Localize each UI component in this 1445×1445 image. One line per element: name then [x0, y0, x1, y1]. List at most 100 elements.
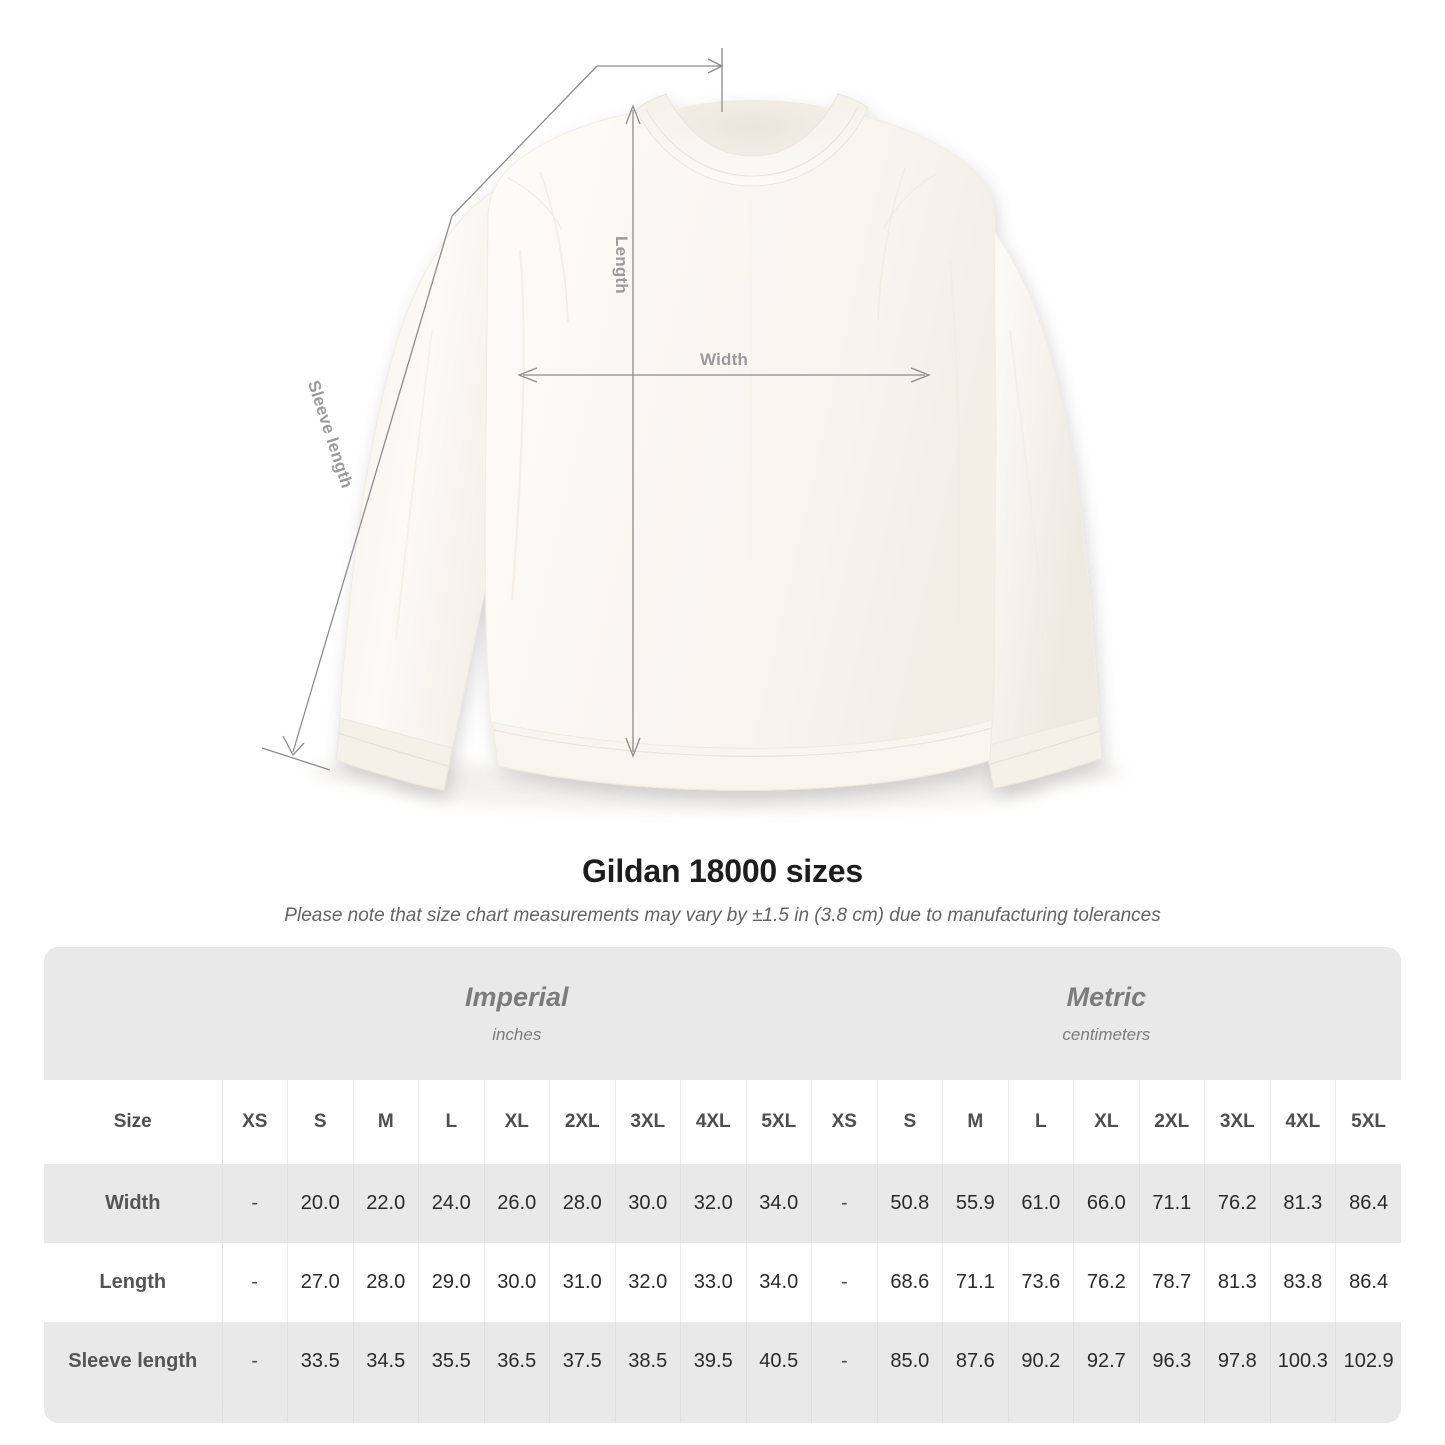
cell-width-metric-s: 50.8 [877, 1164, 944, 1243]
title-block: Gildan 18000 sizes Please note that size… [0, 840, 1445, 927]
bottom-strip-cell [1335, 1401, 1401, 1423]
size-header-imperial-xs: XS [222, 1080, 288, 1164]
cell-length-imperial-4xl: 33.0 [680, 1243, 747, 1322]
bottom-strip-cell [1008, 1401, 1075, 1423]
cell-sleeve-length-metric-4xl: 100.3 [1270, 1322, 1337, 1401]
size-header-imperial-s: S [287, 1080, 354, 1164]
size-header-metric-xl: XL [1073, 1080, 1140, 1164]
cell-width-metric-5xl: 86.4 [1335, 1164, 1401, 1243]
imperial-label: Imperial [465, 982, 569, 1013]
size-header-imperial-l: L [418, 1080, 485, 1164]
cell-sleeve-length-metric-xs: - [811, 1322, 878, 1401]
bottom-strip-cell [942, 1401, 1009, 1423]
size-header-imperial-4xl: 4XL [680, 1080, 747, 1164]
size-header-imperial-m: M [353, 1080, 419, 1164]
cell-length-metric-s: 68.6 [877, 1243, 944, 1322]
row-label-width: Width [44, 1164, 223, 1243]
cell-sleeve-length-imperial-5xl: 40.5 [746, 1322, 813, 1401]
cell-sleeve-length-metric-s: 85.0 [877, 1322, 944, 1401]
cell-width-imperial-xl: 26.0 [484, 1164, 550, 1243]
size-header-metric-m: M [942, 1080, 1009, 1164]
metric-unit: centimeters [1062, 1024, 1151, 1044]
size-header-metric-s: S [877, 1080, 944, 1164]
cell-length-imperial-5xl: 34.0 [746, 1243, 813, 1322]
size-chart-table: Imperial inches Metric centimeters Size X… [44, 947, 1401, 1423]
cell-length-imperial-xl: 30.0 [484, 1243, 550, 1322]
bottom-strip-cell [484, 1401, 550, 1423]
metric-label: Metric [1066, 982, 1147, 1013]
page-title: Gildan 18000 sizes [581, 853, 863, 889]
cell-width-imperial-5xl: 34.0 [746, 1164, 813, 1243]
cell-width-metric-m: 55.9 [942, 1164, 1009, 1243]
cell-width-imperial-2xl: 28.0 [549, 1164, 616, 1243]
product-diagram: Width Length Sleeve length [261, 48, 1125, 812]
size-chart-table-wrapper: Imperial inches Metric centimeters Size X… [44, 947, 1401, 1423]
size-header-imperial-5xl: 5XL [746, 1080, 813, 1164]
size-header-metric-2xl: 2XL [1139, 1080, 1206, 1164]
bottom-strip-cell [615, 1401, 681, 1423]
measurement-annotations [261, 48, 931, 771]
cell-length-imperial-l: 29.0 [418, 1243, 485, 1322]
cell-width-imperial-4xl: 32.0 [680, 1164, 747, 1243]
width-arrowhead-right [910, 367, 931, 383]
cell-width-metric-l: 61.0 [1008, 1164, 1075, 1243]
sweatshirt-body [484, 111, 997, 791]
cell-sleeve-length-metric-3xl: 97.8 [1204, 1322, 1271, 1401]
cell-length-imperial-s: 27.0 [287, 1243, 354, 1322]
cell-sleeve-length-metric-m: 87.6 [942, 1322, 1009, 1401]
bottom-strip-cell [811, 1401, 878, 1423]
row-label-length: Length [44, 1243, 223, 1322]
size-header-metric-3xl: 3XL [1204, 1080, 1271, 1164]
table-row: Sleeve length -33.5 34.5 35.5 36.5 37.5 38.5 39… [44, 1322, 1401, 1401]
cell-width-imperial-xs: - [222, 1164, 288, 1243]
cell-length-imperial-xs: - [222, 1243, 288, 1322]
cell-sleeve-length-imperial-s: 33.5 [287, 1322, 354, 1401]
cell-length-imperial-3xl: 32.0 [615, 1243, 681, 1322]
cell-sleeve-length-metric-2xl: 96.3 [1139, 1322, 1206, 1401]
cell-length-metric-4xl: 83.8 [1270, 1243, 1337, 1322]
cell-length-imperial-m: 28.0 [353, 1243, 419, 1322]
banner-spacer [44, 947, 222, 1080]
cell-width-metric-3xl: 76.2 [1204, 1164, 1271, 1243]
size-header-metric-xs: XS [811, 1080, 878, 1164]
cell-width-metric-xl: 66.0 [1073, 1164, 1140, 1243]
cell-length-metric-xl: 76.2 [1073, 1243, 1140, 1322]
bottom-strip-cell [221, 1401, 288, 1423]
bottom-strip-cell [1204, 1401, 1271, 1423]
size-header-metric-l: L [1008, 1080, 1075, 1164]
length-dimension-label: Length [612, 236, 631, 294]
bottom-strip-cell [680, 1401, 747, 1423]
unit-system-banner-row: Imperial inches Metric centimeters [44, 947, 1401, 1080]
cell-width-imperial-s: 20.0 [287, 1164, 354, 1243]
cell-sleeve-length-imperial-l: 35.5 [418, 1322, 485, 1401]
bottom-strip-cell [877, 1401, 944, 1423]
cell-sleeve-length-imperial-xl: 36.5 [484, 1322, 550, 1401]
cell-width-imperial-3xl: 30.0 [615, 1164, 681, 1243]
sweatshirt-illustration [261, 48, 1125, 812]
cell-sleeve-length-imperial-xs: - [222, 1322, 288, 1401]
bottom-strip-cell [549, 1401, 616, 1423]
bottom-strip-cell [353, 1401, 419, 1423]
cell-sleeve-length-imperial-3xl: 38.5 [615, 1322, 681, 1401]
imperial-banner-cell: Imperial inches [222, 947, 812, 1080]
length-arrowhead-bottom [625, 737, 641, 758]
bottom-strip-cell [44, 1401, 223, 1423]
cell-length-imperial-2xl: 31.0 [549, 1243, 616, 1322]
bottom-hem [491, 719, 993, 791]
length-arrowhead-top [625, 104, 641, 125]
cell-sleeve-length-imperial-2xl: 37.5 [549, 1322, 616, 1401]
cell-length-metric-l: 73.6 [1008, 1243, 1075, 1322]
cell-sleeve-length-imperial-m: 34.5 [353, 1322, 419, 1401]
right-cuff [985, 715, 1103, 789]
cell-width-metric-4xl: 81.3 [1270, 1164, 1337, 1243]
cell-length-metric-5xl: 86.4 [1335, 1243, 1401, 1322]
bottom-strip-cell [746, 1401, 813, 1423]
table-row: Width -20.0 22.0 24.0 26.0 28.0 30.0 32.0 34.0-5… [44, 1164, 1401, 1243]
cell-length-metric-2xl: 78.7 [1139, 1243, 1206, 1322]
left-cuff [335, 717, 453, 791]
cell-width-metric-xs: - [811, 1164, 878, 1243]
size-header-imperial-3xl: 3XL [615, 1080, 681, 1164]
bottom-strip-cell [418, 1401, 485, 1423]
cell-sleeve-length-metric-l: 90.2 [1008, 1322, 1075, 1401]
size-column-header: Size [44, 1080, 223, 1164]
